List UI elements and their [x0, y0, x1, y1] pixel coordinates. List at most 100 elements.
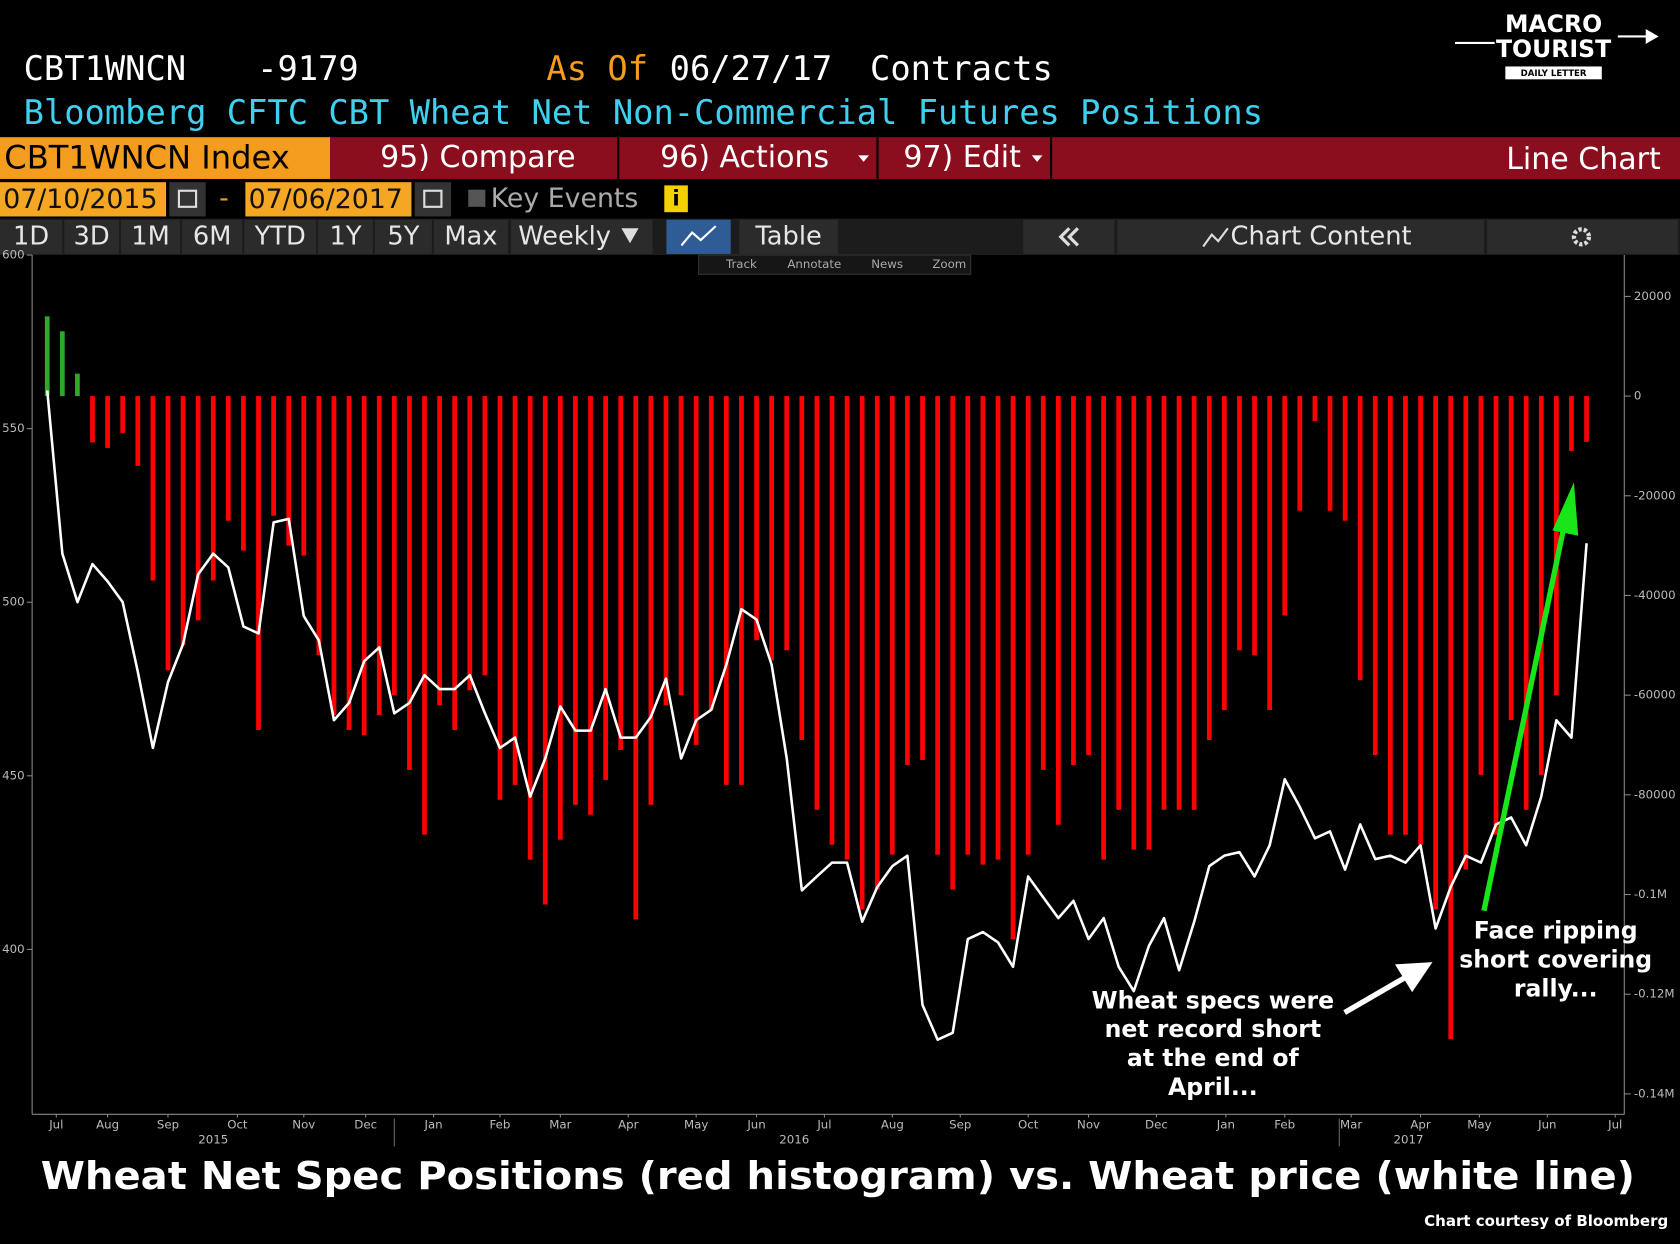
dropdown-icon [621, 228, 639, 244]
range-button[interactable] [64, 219, 119, 254]
chart-content[interactable]: Chart Content [1231, 221, 1412, 251]
security[interactable]: CBT1WNCN Index [4, 139, 289, 177]
settings-button[interactable] [1487, 219, 1678, 254]
security-box[interactable] [0, 137, 330, 179]
logo-band [1505, 66, 1602, 80]
end-date[interactable]: 07/06/2017 [249, 184, 403, 215]
range-label[interactable]: YTD [254, 221, 306, 251]
bar [754, 396, 759, 641]
tool-annotate[interactable]: Annotate [787, 257, 841, 271]
bar [105, 396, 110, 448]
bar [376, 396, 382, 716]
annotation: short covering [1459, 946, 1652, 974]
year-label: 2017 [1394, 1133, 1424, 1147]
bar [1282, 396, 1288, 616]
calendar-button[interactable] [414, 182, 452, 217]
range-label[interactable]: 1D [13, 221, 49, 251]
bar [467, 396, 473, 691]
bar [1538, 396, 1544, 775]
menu-actions[interactable]: 96) Actions [660, 140, 829, 175]
range-button[interactable] [375, 219, 432, 254]
y2-tick-label: -0.1M [1634, 887, 1667, 901]
bar [1025, 396, 1031, 855]
x-tick-label: Feb [1274, 1118, 1295, 1132]
bar [889, 396, 895, 855]
range-label[interactable]: Max [444, 221, 497, 251]
y2-tick-label: -20000 [1634, 488, 1676, 502]
bar [452, 396, 458, 731]
chart-content-icon [1202, 227, 1229, 248]
annotation: at the end of [1127, 1044, 1300, 1072]
range-button[interactable] [182, 219, 243, 254]
y2-tick-label: 20000 [1634, 289, 1671, 303]
tool-zoom[interactable]: Zoom [932, 257, 966, 271]
x-tick-label: Jul [816, 1118, 831, 1132]
bar [165, 396, 171, 671]
range-label[interactable]: 3D [74, 221, 110, 251]
view-mode[interactable]: Line Chart [1506, 142, 1661, 177]
bar [1237, 396, 1242, 651]
chart-content-button[interactable] [1117, 219, 1484, 254]
as-of-label: As Of [546, 49, 648, 88]
range-label[interactable]: 6M [193, 221, 232, 251]
gear-icon [1571, 227, 1592, 247]
range-button[interactable] [0, 219, 63, 254]
bar [59, 331, 65, 397]
x-tick-label: Nov [292, 1118, 315, 1132]
y-tick-label: 550 [2, 421, 24, 435]
tool-track[interactable]: Track [725, 257, 757, 271]
annotation: net record short [1105, 1015, 1322, 1043]
range-button[interactable] [121, 219, 180, 254]
menu-compare[interactable]: 95) Compare [380, 140, 575, 175]
calendar-button[interactable] [169, 182, 206, 217]
x-tick-label: Jun [1537, 1118, 1556, 1132]
price-line [45, 390, 1588, 1041]
x-tick-label: May [1467, 1118, 1491, 1132]
y-tick-label: 600 [2, 248, 24, 262]
range-button[interactable] [244, 219, 317, 254]
menu-edit[interactable]: 97) Edit [903, 140, 1021, 175]
key-events[interactable]: Key Events [491, 183, 639, 214]
units: Contracts [870, 49, 1053, 88]
bar [1312, 396, 1318, 422]
x-tick-label: Jan [424, 1118, 443, 1132]
bar [391, 396, 397, 696]
tool-news[interactable]: News [871, 257, 903, 271]
bar [542, 396, 548, 905]
date-field[interactable] [0, 182, 167, 217]
x-tick-label: Aug [881, 1118, 904, 1132]
bar [1554, 396, 1559, 696]
date-field[interactable] [245, 182, 412, 217]
bar [844, 396, 850, 860]
bar [799, 396, 805, 741]
table-button[interactable] [739, 219, 838, 254]
bar [210, 396, 216, 581]
range-label[interactable]: 5Y [387, 221, 419, 251]
ticker: CBT1WNCN [24, 49, 187, 88]
y2-tick-label: -40000 [1634, 588, 1676, 602]
annotation-arrowhead [1552, 482, 1579, 536]
annotation: Face ripping [1474, 917, 1638, 945]
x-tick-label: Apr [1410, 1118, 1431, 1132]
checkbox[interactable] [468, 189, 486, 207]
range-button[interactable] [318, 219, 373, 254]
x-tick-label: Dec [1145, 1118, 1168, 1132]
bar [1508, 396, 1514, 721]
info-button[interactable] [664, 185, 688, 213]
table[interactable]: Table [754, 221, 821, 251]
info-icon[interactable]: i [672, 186, 679, 211]
range-label[interactable]: 1Y [330, 221, 362, 251]
bar [557, 396, 563, 840]
y2-tick-label: -80000 [1634, 787, 1676, 801]
start-date[interactable]: 07/10/2015 [3, 184, 157, 215]
calendar-icon [177, 189, 198, 208]
range-button[interactable] [433, 219, 508, 254]
frequency[interactable]: Weekly [518, 221, 611, 251]
annotation-arrowhead [1395, 962, 1433, 993]
bar [527, 396, 533, 860]
x-tick-label: Aug [96, 1118, 119, 1132]
range-label[interactable]: 1M [131, 221, 170, 251]
bar [1493, 396, 1499, 835]
bar [316, 396, 322, 656]
x-tick-label: Apr [618, 1118, 639, 1132]
